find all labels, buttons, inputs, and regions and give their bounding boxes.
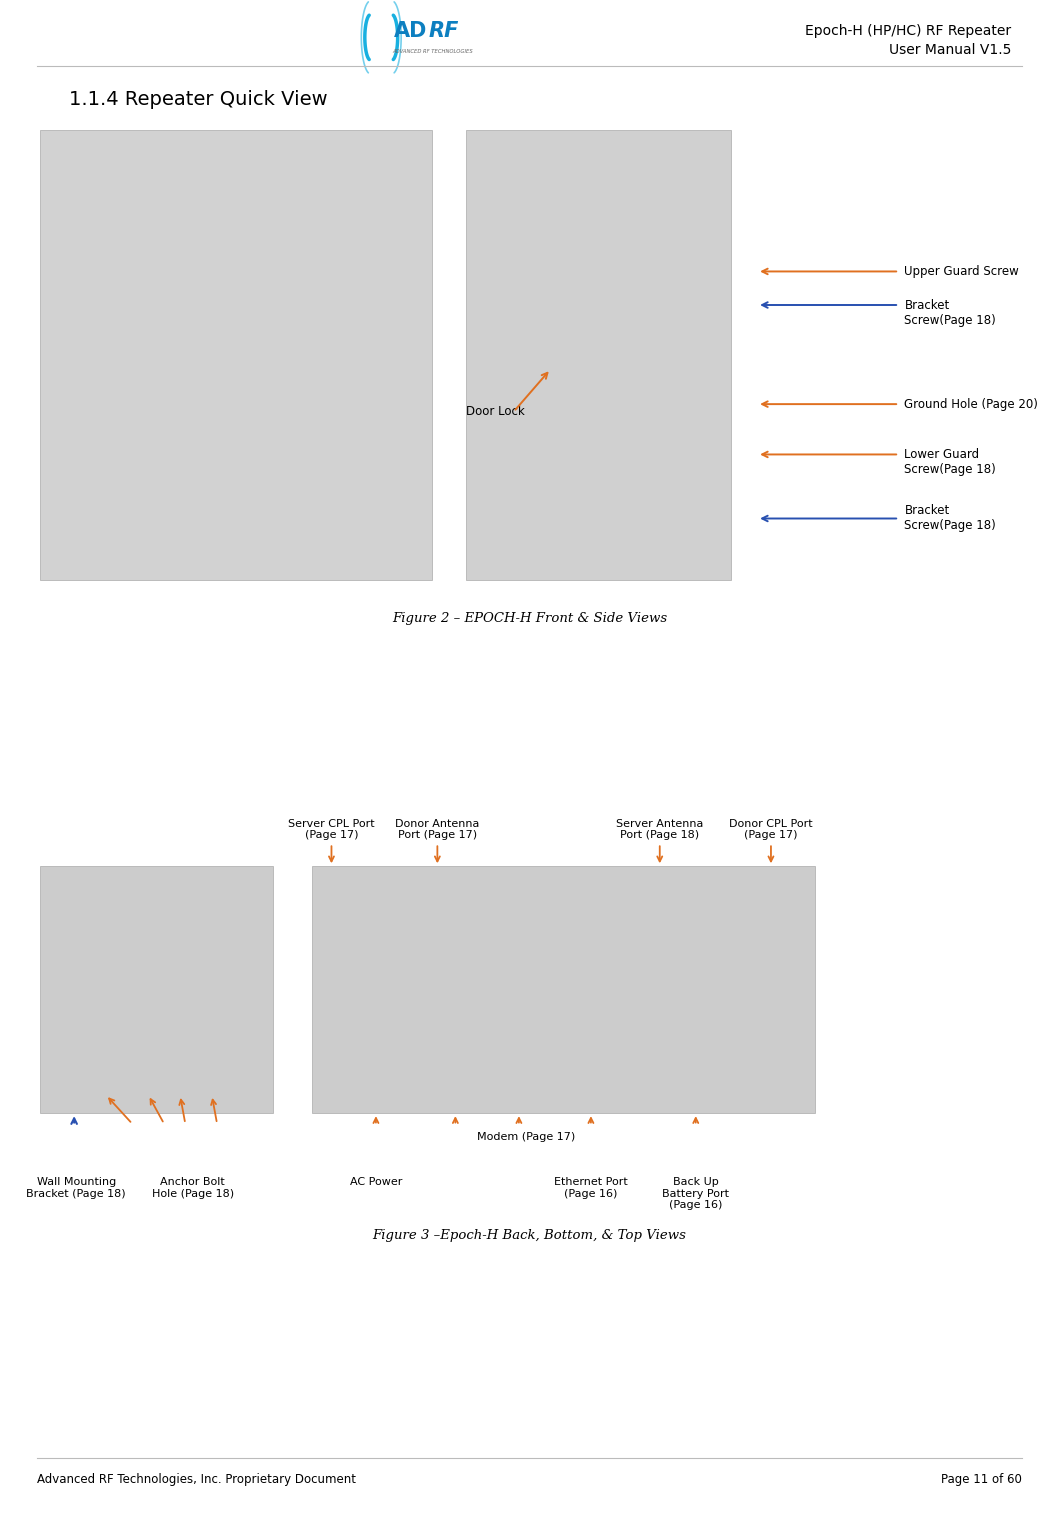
Text: Server CPL Port
(Page 17): Server CPL Port (Page 17): [288, 819, 375, 840]
Text: RF: RF: [429, 21, 460, 41]
Bar: [466, 130, 731, 580]
Text: AD: AD: [394, 21, 428, 41]
Text: Figure 2 – EPOCH-H Front & Side Views: Figure 2 – EPOCH-H Front & Side Views: [392, 612, 667, 625]
Text: Donor Antenna
Port (Page 17): Donor Antenna Port (Page 17): [395, 819, 480, 840]
Text: Bracket
Screw(Page 18): Bracket Screw(Page 18): [904, 299, 997, 326]
Text: Back Up
Battery Port
(Page 16): Back Up Battery Port (Page 16): [662, 1177, 730, 1211]
Text: ADVANCED RF TECHNOLOGIES: ADVANCED RF TECHNOLOGIES: [392, 49, 472, 53]
Bar: [40, 866, 273, 1113]
Text: AC Power: AC Power: [349, 1177, 402, 1188]
Text: Lower Guard
Screw(Page 18): Lower Guard Screw(Page 18): [904, 448, 997, 476]
Text: Epoch-H (HP/HC) RF Repeater: Epoch-H (HP/HC) RF Repeater: [805, 23, 1011, 38]
Bar: [40, 130, 432, 580]
Text: Upper Guard Screw: Upper Guard Screw: [904, 265, 1019, 278]
Text: Figure 3 –Epoch-H Back, Bottom, & Top Views: Figure 3 –Epoch-H Back, Bottom, & Top Vi…: [373, 1229, 686, 1243]
Text: Ground Hole (Page 20): Ground Hole (Page 20): [904, 398, 1038, 410]
Text: Bracket
Screw(Page 18): Bracket Screw(Page 18): [904, 505, 997, 532]
Text: Modem (Page 17): Modem (Page 17): [478, 1132, 575, 1142]
Text: Page 11 of 60: Page 11 of 60: [941, 1473, 1022, 1485]
Text: Ethernet Port
(Page 16): Ethernet Port (Page 16): [554, 1177, 628, 1199]
Text: User Manual V1.5: User Manual V1.5: [889, 43, 1011, 58]
Bar: [312, 866, 815, 1113]
Text: 1.1.4 Repeater Quick View: 1.1.4 Repeater Quick View: [69, 90, 327, 108]
Text: Wall Mounting
Bracket (Page 18): Wall Mounting Bracket (Page 18): [26, 1177, 126, 1199]
Text: Advanced RF Technologies, Inc. Proprietary Document: Advanced RF Technologies, Inc. Proprieta…: [37, 1473, 356, 1485]
Text: Anchor Bolt
Hole (Page 18): Anchor Bolt Hole (Page 18): [151, 1177, 234, 1199]
Text: Door Lock: Door Lock: [466, 406, 524, 418]
Text: Server Antenna
Port (Page 18): Server Antenna Port (Page 18): [616, 819, 703, 840]
Text: Donor CPL Port
(Page 17): Donor CPL Port (Page 17): [730, 819, 812, 840]
